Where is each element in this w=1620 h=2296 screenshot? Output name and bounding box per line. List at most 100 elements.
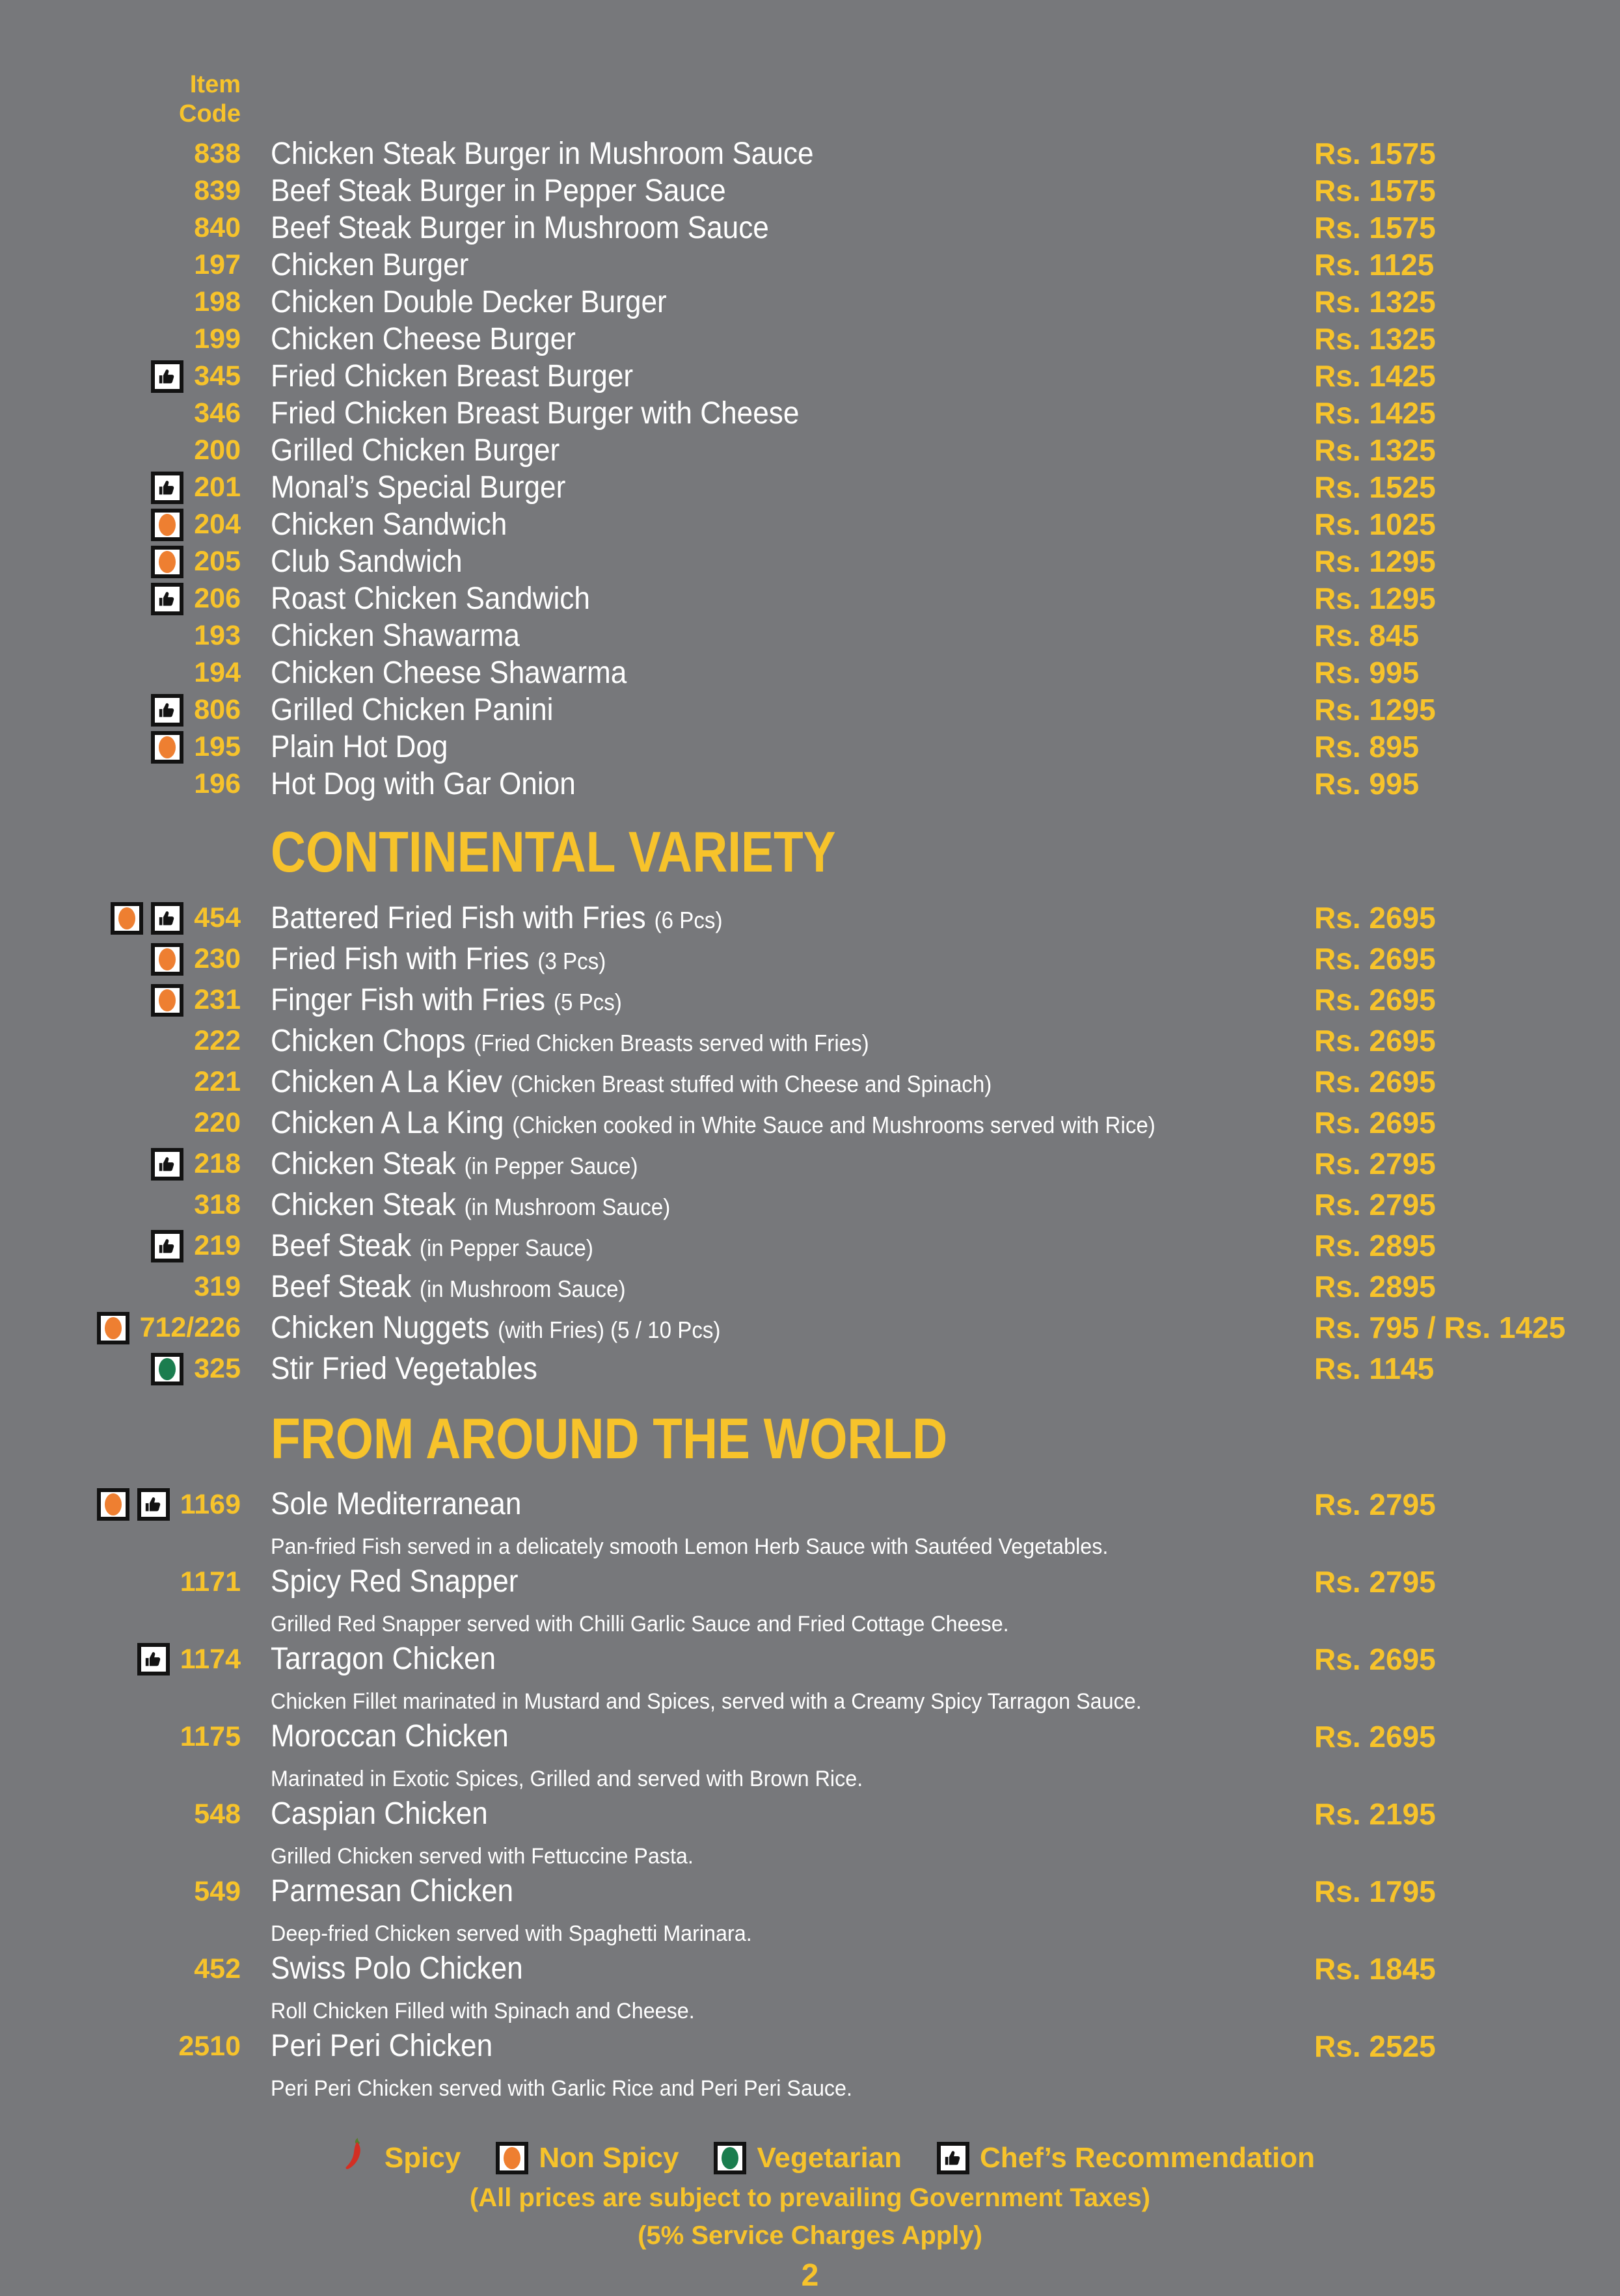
row-left: 218	[39, 1143, 241, 1184]
item-name: Beef Steak	[271, 1229, 412, 1263]
item-name: Swiss Polo Chicken	[271, 1951, 523, 1986]
item-name-line: Chicken Burger	[271, 247, 1314, 291]
item-price: Rs. 995	[1314, 767, 1420, 801]
non-spicy-icon	[151, 508, 184, 541]
legend-entry: Spicy	[344, 2137, 461, 2179]
row-left: 318	[39, 1184, 241, 1225]
row-left: 196	[39, 766, 241, 803]
menu-item-row: 1169 Sole Mediterranean Pan-fried Fish s…	[39, 1484, 1620, 1562]
item-description: Pan-fried Fish served in a delicately sm…	[271, 1534, 1109, 1559]
item-name-line: Beef Steak (in Mushroom Sauce)	[271, 1266, 1314, 1315]
item-name-line: Chicken Steak (in Mushroom Sauce)	[271, 1184, 1314, 1233]
chefs-recommendation-icon	[937, 2142, 970, 2174]
item-name-cell: Chicken Chops (Fried Chicken Breasts serv…	[241, 1021, 1314, 1061]
item-price: Rs. 1145	[1314, 1352, 1435, 1385]
item-price: Rs. 795 / Rs. 1425	[1314, 1311, 1566, 1344]
item-name: Parmesan Chicken	[271, 1874, 514, 1908]
row-left: 219	[39, 1225, 241, 1266]
item-name: Chicken A La King	[271, 1106, 504, 1140]
menu-item-row: 319 Beef Steak (in Mushroom Sauce) Rs. 28…	[39, 1266, 1620, 1307]
item-code: 218	[194, 1148, 241, 1179]
row-icons	[151, 693, 184, 727]
menu-item-row: 199 Chicken Cheese Burger Rs. 1325	[39, 321, 1620, 358]
menu-item-row: 193 Chicken Shawarma Rs. 845	[39, 617, 1620, 654]
menu-item-row: 1174 Tarragon Chicken Chicken Fillet mar…	[39, 1639, 1620, 1716]
item-code: 1171	[180, 1566, 241, 1597]
item-name-line: Fried Chicken Breast Burger with Cheese	[271, 395, 1314, 439]
item-price: Rs. 2695	[1314, 901, 1436, 935]
row-left: 220	[39, 1102, 241, 1143]
row-icons	[151, 942, 184, 976]
item-name-line: Chicken Double Decker Burger	[271, 284, 1314, 328]
row-left: 195	[39, 728, 241, 766]
menu-item-row: 197 Chicken Burger Rs. 1125	[39, 247, 1620, 284]
menu-item-row: 1171 Spicy Red Snapper Grilled Red Snapp…	[39, 1562, 1620, 1639]
item-price: Rs. 845	[1314, 619, 1420, 652]
item-name: Fried Chicken Breast Burger	[271, 359, 634, 394]
item-code: 198	[194, 286, 241, 317]
item-price: Rs. 1295	[1314, 544, 1436, 578]
item-name: Chicken Double Decker Burger	[271, 285, 667, 319]
item-name-line: Stir Fried Vegetables	[271, 1348, 1314, 1396]
item-name-cell: Caspian Chicken Grilled Chicken served w…	[241, 1794, 1314, 1871]
item-name-line: Peri Peri Chicken	[271, 2026, 1314, 2074]
item-note: (Chicken cooked in White Sauce and Mushr…	[512, 1112, 1155, 1138]
item-name: Caspian Chicken	[271, 1796, 488, 1831]
menu-item-row: 222 Chicken Chops (Fried Chicken Breasts …	[39, 1021, 1620, 1061]
item-price: Rs. 1295	[1314, 693, 1436, 727]
item-name-line: Parmesan Chicken	[271, 1871, 1314, 1919]
item-code: 231	[194, 984, 241, 1015]
spicy-icon	[344, 2137, 374, 2179]
menu-item-row: 548 Caspian Chicken Grilled Chicken serv…	[39, 1794, 1620, 1871]
menu-item-row: 218 Chicken Steak (in Pepper Sauce) Rs. 2…	[39, 1143, 1620, 1184]
section-title: FROM AROUND THE WORLD	[271, 1406, 948, 1471]
item-price: Rs. 2795	[1314, 1565, 1436, 1599]
item-code: 220	[194, 1107, 241, 1138]
item-note: (with Fries) (5 / 10 Pcs)	[498, 1316, 721, 1343]
item-name: Hot Dog with Gar Onion	[271, 767, 576, 801]
row-left: 838	[39, 135, 241, 172]
menu-item-row: 200 Grilled Chicken Burger Rs. 1325	[39, 432, 1620, 469]
item-code: 204	[194, 509, 241, 540]
row-icons	[151, 983, 184, 1017]
item-name-cell: Parmesan Chicken Deep-fried Chicken serv…	[241, 1871, 1314, 1949]
item-code: 205	[194, 546, 241, 577]
item-name: Chicken Steak	[271, 1147, 456, 1181]
item-name: Grilled Chicken Burger	[271, 433, 560, 468]
item-price: Rs. 1525	[1314, 470, 1436, 504]
item-price: Rs. 1795	[1314, 1875, 1436, 1908]
item-name: Moroccan Chicken	[271, 1719, 509, 1754]
item-name-line: Finger Fish with Fries (5 Pcs)	[271, 980, 1314, 1028]
item-code: 1169	[180, 1489, 241, 1520]
item-name-line: Moroccan Chicken	[271, 1716, 1314, 1764]
item-price: Rs. 1025	[1314, 507, 1436, 541]
item-price: Rs. 2695	[1314, 983, 1436, 1017]
item-name: Plain Hot Dog	[271, 730, 448, 764]
menu-item-row: 840 Beef Steak Burger in Mushroom Sauce …	[39, 209, 1620, 247]
item-name: Chicken Steak Burger in Mushroom Sauce	[271, 137, 814, 171]
item-name: Chicken Sandwich	[271, 507, 507, 542]
item-price: Rs. 995	[1314, 656, 1420, 689]
item-price: Rs. 1845	[1314, 1952, 1436, 1986]
item-name: Stir Fried Vegetables	[271, 1352, 537, 1386]
item-code: 345	[194, 360, 241, 392]
item-note: (5 Pcs)	[553, 989, 622, 1015]
item-name-line: Chicken Steak (in Pepper Sauce)	[271, 1143, 1314, 1192]
legend-entry: Non Spicy	[496, 2142, 679, 2174]
item-name: Battered Fried Fish with Fries	[271, 901, 646, 935]
item-note: (3 Pcs)	[537, 948, 606, 974]
menu-item-row: 838 Chicken Steak Burger in Mushroom Sau…	[39, 135, 1620, 172]
non-spicy-icon	[151, 545, 184, 578]
row-icons	[96, 1311, 129, 1344]
menu-item-row: 196 Hot Dog with Gar Onion Rs. 995	[39, 766, 1620, 803]
item-code: 221	[194, 1066, 241, 1097]
item-name: Club Sandwich	[271, 544, 463, 579]
item-name: Chicken Nuggets	[271, 1311, 490, 1345]
item-name-line: Beef Steak Burger in Mushroom Sauce	[271, 209, 1314, 254]
item-name: Sole Mediterranean	[271, 1487, 522, 1521]
row-left: 840	[39, 209, 241, 247]
non-spicy-icon	[151, 730, 184, 764]
section-world: 1169 Sole Mediterranean Pan-fried Fish s…	[39, 1484, 1620, 2103]
item-name-line: Chicken A La King (Chicken cooked in Whit…	[271, 1102, 1314, 1151]
